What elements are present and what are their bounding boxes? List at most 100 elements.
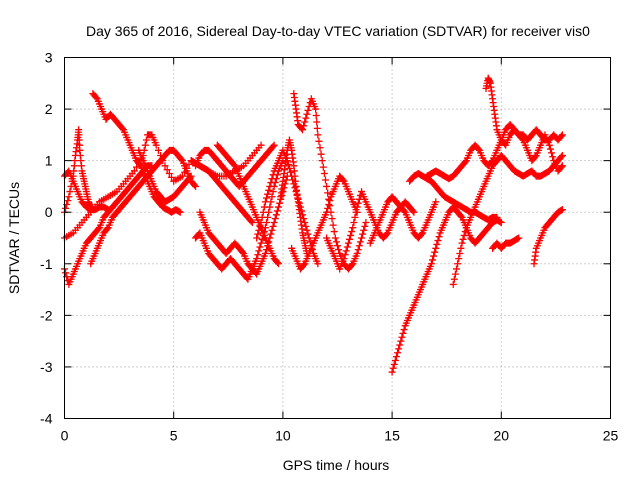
data-point: [348, 261, 356, 269]
data-point: [287, 168, 295, 176]
data-point: [397, 337, 405, 345]
data-point: [248, 219, 256, 227]
data-point: [460, 231, 468, 239]
data-point: [383, 230, 391, 238]
data-point: [314, 131, 322, 139]
data-point: [261, 249, 269, 257]
series-arc-01: [61, 131, 265, 242]
data-point: [461, 228, 469, 236]
data-point: [300, 122, 308, 130]
x-tick-label: 0: [61, 428, 69, 444]
data-point: [301, 118, 309, 126]
data-point: [330, 228, 338, 236]
data-point: [546, 145, 554, 153]
data-point: [352, 208, 360, 216]
data-point: [388, 368, 396, 376]
data-point: [454, 260, 462, 268]
series-arc-06: [87, 146, 200, 268]
data-point: [130, 167, 138, 175]
data-point: [267, 230, 275, 238]
y-tick-label: 0: [45, 204, 53, 220]
data-point: [360, 226, 368, 234]
data-point: [270, 219, 278, 227]
data-point: [253, 255, 261, 263]
data-point: [230, 161, 238, 169]
data-point: [327, 208, 335, 216]
data-point: [268, 193, 276, 201]
data-point: [253, 234, 261, 242]
data-point: [142, 136, 150, 144]
data-point: [263, 194, 271, 202]
data-point: [190, 181, 198, 189]
series-arc-18: [423, 121, 523, 183]
data-point: [268, 175, 276, 183]
data-point: [399, 329, 407, 337]
data-point: [257, 239, 265, 247]
data-point: [474, 145, 482, 153]
x-tick-label: 15: [384, 428, 400, 444]
data-point: [395, 345, 403, 353]
data-point: [324, 189, 332, 197]
data-point: [304, 106, 312, 114]
data-point: [152, 141, 160, 149]
data-point: [355, 242, 363, 250]
data-point: [351, 213, 359, 221]
data-point: [362, 219, 370, 227]
data-point: [431, 248, 439, 256]
data-point: [255, 226, 263, 234]
y-tick-label: 1: [45, 153, 53, 169]
data-point: [349, 224, 357, 232]
data-point: [344, 239, 352, 247]
data-point: [313, 124, 321, 132]
data-point: [258, 235, 266, 243]
data-point: [334, 242, 341, 250]
data-point: [272, 211, 280, 219]
data-point: [326, 202, 334, 210]
y-axis-tick-labels: -4 -3 -2 -1 0 1 2 3: [40, 50, 53, 427]
series-arc-23: [530, 206, 566, 268]
y-tick-label: -3: [40, 359, 53, 375]
data-point: [427, 260, 435, 268]
series-arc-14: [323, 188, 418, 273]
data-point: [257, 219, 265, 227]
series-arc-16: [388, 203, 505, 376]
data-point: [430, 252, 438, 260]
data-point: [269, 171, 277, 179]
y-tick-label: -4: [40, 411, 53, 427]
data-point: [340, 255, 348, 263]
data-point: [275, 260, 283, 268]
data-point: [389, 364, 397, 372]
data-point: [268, 226, 276, 234]
data-point: [94, 225, 102, 233]
data-point: [361, 222, 369, 230]
data-point: [342, 247, 350, 255]
data-point: [453, 265, 461, 273]
data-point: [432, 244, 440, 252]
series-arc-13: [290, 90, 370, 273]
data-point: [62, 269, 70, 277]
data-point: [434, 237, 442, 245]
data-point: [303, 226, 311, 234]
data-point: [118, 124, 126, 132]
data-point: [356, 238, 364, 246]
data-point: [328, 215, 336, 223]
data-point: [267, 179, 275, 187]
data-point: [558, 151, 566, 159]
data-point: [549, 153, 557, 161]
data-point: [317, 150, 325, 158]
data-point: [104, 206, 112, 214]
x-axis-label: GPS time / hours: [283, 457, 390, 473]
data-point: [303, 110, 311, 118]
data-point: [306, 238, 314, 246]
series-arc-15: [366, 193, 440, 247]
plot-frame: [64, 57, 611, 419]
data-point: [62, 204, 70, 212]
data-point: [303, 249, 311, 257]
series-arc-25: [277, 136, 311, 257]
data-point: [323, 182, 331, 190]
data-point: [359, 230, 367, 238]
data-point: [316, 144, 324, 152]
data-point: [299, 126, 307, 134]
x-tick-label: 25: [603, 428, 619, 444]
